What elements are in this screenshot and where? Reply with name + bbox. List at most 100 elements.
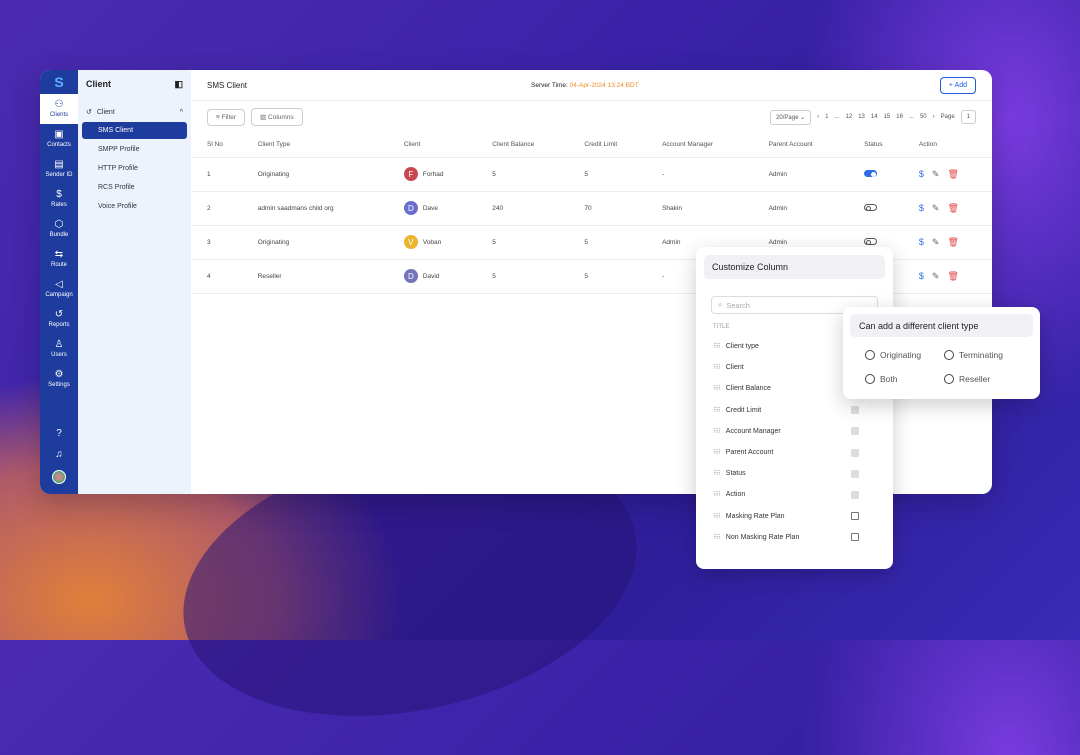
client-type-option[interactable]: Reseller [944,374,1024,384]
page-size-select[interactable]: 20/Page ⌄ [770,109,812,125]
submenu-item[interactable]: SMPP Profile [98,146,140,153]
column-checkbox[interactable] [851,469,859,478]
columns-button[interactable]: ▥ Columns [251,108,303,126]
avatar[interactable] [52,470,66,484]
add-button[interactable]: + Add [939,76,976,94]
column-checkbox[interactable] [851,490,859,499]
column-header: Credit Limit [584,141,618,149]
radio-icon[interactable] [865,374,875,384]
dollar-icon[interactable]: $ [918,168,924,179]
file-icon: ▤ [54,159,64,170]
dollar-icon[interactable]: $ [918,270,924,281]
prev-page-icon[interactable]: ‹ [817,114,820,120]
rail-item-label: Bundle [49,232,69,238]
rail-item-campaign[interactable]: ◁ Campaign [40,274,78,304]
page-link[interactable]: 1 [825,114,829,120]
rail-item-route[interactable]: ⇆ Route [40,244,78,274]
submenu-item[interactable]: Voice Profile [98,203,137,210]
table-row[interactable]: 2 admin saadmans child org D Dave 240 70 Shaki… [191,190,992,225]
page-link[interactable]: 15 [883,114,891,120]
rail-item-label: Contacts [47,142,71,148]
column-search-input[interactable]: ⌕ Search [711,296,878,314]
table-row[interactable]: 3 Originating V Voban 5 5 Admin Admin $ ✎ 🗑︎ [191,224,992,259]
drag-handle-icon[interactable]: ⠿⠿ [713,407,721,414]
column-checkbox[interactable] [851,406,859,415]
rail-item-sender-id[interactable]: ▤ Sender ID [40,154,78,184]
filter-button[interactable]: ≡ Filter [207,108,246,126]
drag-handle-icon[interactable]: ⠿⠿ [713,450,721,457]
help-icon[interactable]: ? [56,428,62,439]
column-checkbox[interactable] [851,448,859,457]
radio-icon[interactable] [944,350,954,360]
client-type-option[interactable]: Originating [865,350,944,360]
drag-handle-icon[interactable]: ⠿⠿ [713,344,721,351]
cell-parent: Admin [752,190,849,225]
column-header: Parent Account [768,141,813,149]
edit-icon[interactable]: ✎ [931,236,940,247]
column-checkbox[interactable] [851,512,859,521]
drag-handle-icon[interactable]: ⠿⠿ [713,428,721,435]
submenu-item[interactable]: HTTP Profile [98,165,138,172]
rail-item-rates[interactable]: $ Rates [40,184,78,214]
submenu-item[interactable]: RCS Profile [98,184,135,191]
rail-item-label: Campaign [45,292,73,298]
page-link[interactable]: 16 [896,114,903,120]
column-option[interactable]: ⠿⠿ Status [704,463,885,484]
delete-icon[interactable]: 🗑︎ [947,236,959,247]
page-link[interactable]: 14 [870,114,878,120]
rail-item-bundle[interactable]: ⬡ Bundle [40,214,78,244]
page-link[interactable]: 13 [858,114,865,120]
submenu-group[interactable]: ↺ Client ^ [82,98,187,120]
column-option[interactable]: ⠿⠿ Parent Account [704,442,885,463]
column-option-label: Client Balance [725,385,771,393]
cell-status [848,156,903,191]
bell-icon[interactable]: ♫ [55,449,63,460]
edit-icon[interactable]: ✎ [931,168,940,179]
client-type-option[interactable]: Terminating [944,350,1024,360]
status-toggle[interactable] [864,169,878,177]
next-page-icon[interactable]: › [932,114,935,120]
dollar-icon[interactable]: $ [918,202,924,213]
table-row[interactable]: 1 Originating F Forhad 5 5- Admin $ ✎ 🗑︎ [191,156,992,191]
list-title: TITLE [713,324,730,330]
page-link[interactable]: 50 [919,114,927,120]
drag-handle-icon[interactable]: ⠿⠿ [713,534,721,541]
rail-item-users[interactable]: ♙ Users [40,334,78,364]
column-checkbox[interactable] [851,427,859,436]
edit-icon[interactable]: ✎ [931,270,940,281]
column-option[interactable]: ⠿⠿ Non Masking Rate Plan [704,527,885,548]
submenu-item[interactable]: SMS Client [82,122,187,139]
edit-icon[interactable]: ✎ [931,202,940,213]
radio-icon[interactable] [865,350,875,360]
drag-handle-icon[interactable]: ⠿⠿ [713,386,721,393]
column-option[interactable]: ⠿⠿ Account Manager [704,421,885,442]
dollar-icon[interactable]: $ [918,236,924,247]
column-checkbox[interactable] [851,533,859,542]
icon-rail: S ⚇ Clients ▣ Contacts ▤ Sender ID $ Rates ⬡ Bund… [40,70,78,494]
column-option[interactable]: ⠿⠿ Action [704,484,885,505]
page-link[interactable]: 12 [845,114,853,120]
delete-icon[interactable]: 🗑︎ [947,168,959,179]
delete-icon[interactable]: 🗑︎ [947,202,959,213]
drag-handle-icon[interactable]: ⠿⠿ [713,492,721,499]
status-toggle[interactable] [864,203,878,211]
column-option[interactable]: ⠿⠿ Masking Rate Plan [704,506,885,527]
client-type-option[interactable]: Both [865,374,944,384]
delete-icon[interactable]: 🗑︎ [947,270,959,281]
rail-item-clients[interactable]: ⚇ Clients [40,94,78,124]
rail-item-contacts[interactable]: ▣ Contacts [40,124,78,154]
radio-icon[interactable] [944,374,954,384]
rail-item-settings[interactable]: ⚙ Settings [40,364,78,394]
collapse-icon[interactable]: ◧ [174,78,183,89]
drag-handle-icon[interactable]: ⠿⠿ [713,513,721,520]
column-header: Account Manager [662,141,714,149]
column-option[interactable]: ⠿⠿ Credit Limit [704,400,885,421]
drag-handle-icon[interactable]: ⠿⠿ [713,365,721,372]
logo: S [54,74,64,90]
cell-type: Originating [241,156,388,191]
drag-handle-icon[interactable]: ⠿⠿ [713,471,721,478]
page-input[interactable]: 1 [960,110,976,124]
user-icon: ♙ [54,339,64,350]
rail-item-reports[interactable]: ↺ Reports [40,304,78,334]
status-toggle[interactable] [864,237,878,245]
